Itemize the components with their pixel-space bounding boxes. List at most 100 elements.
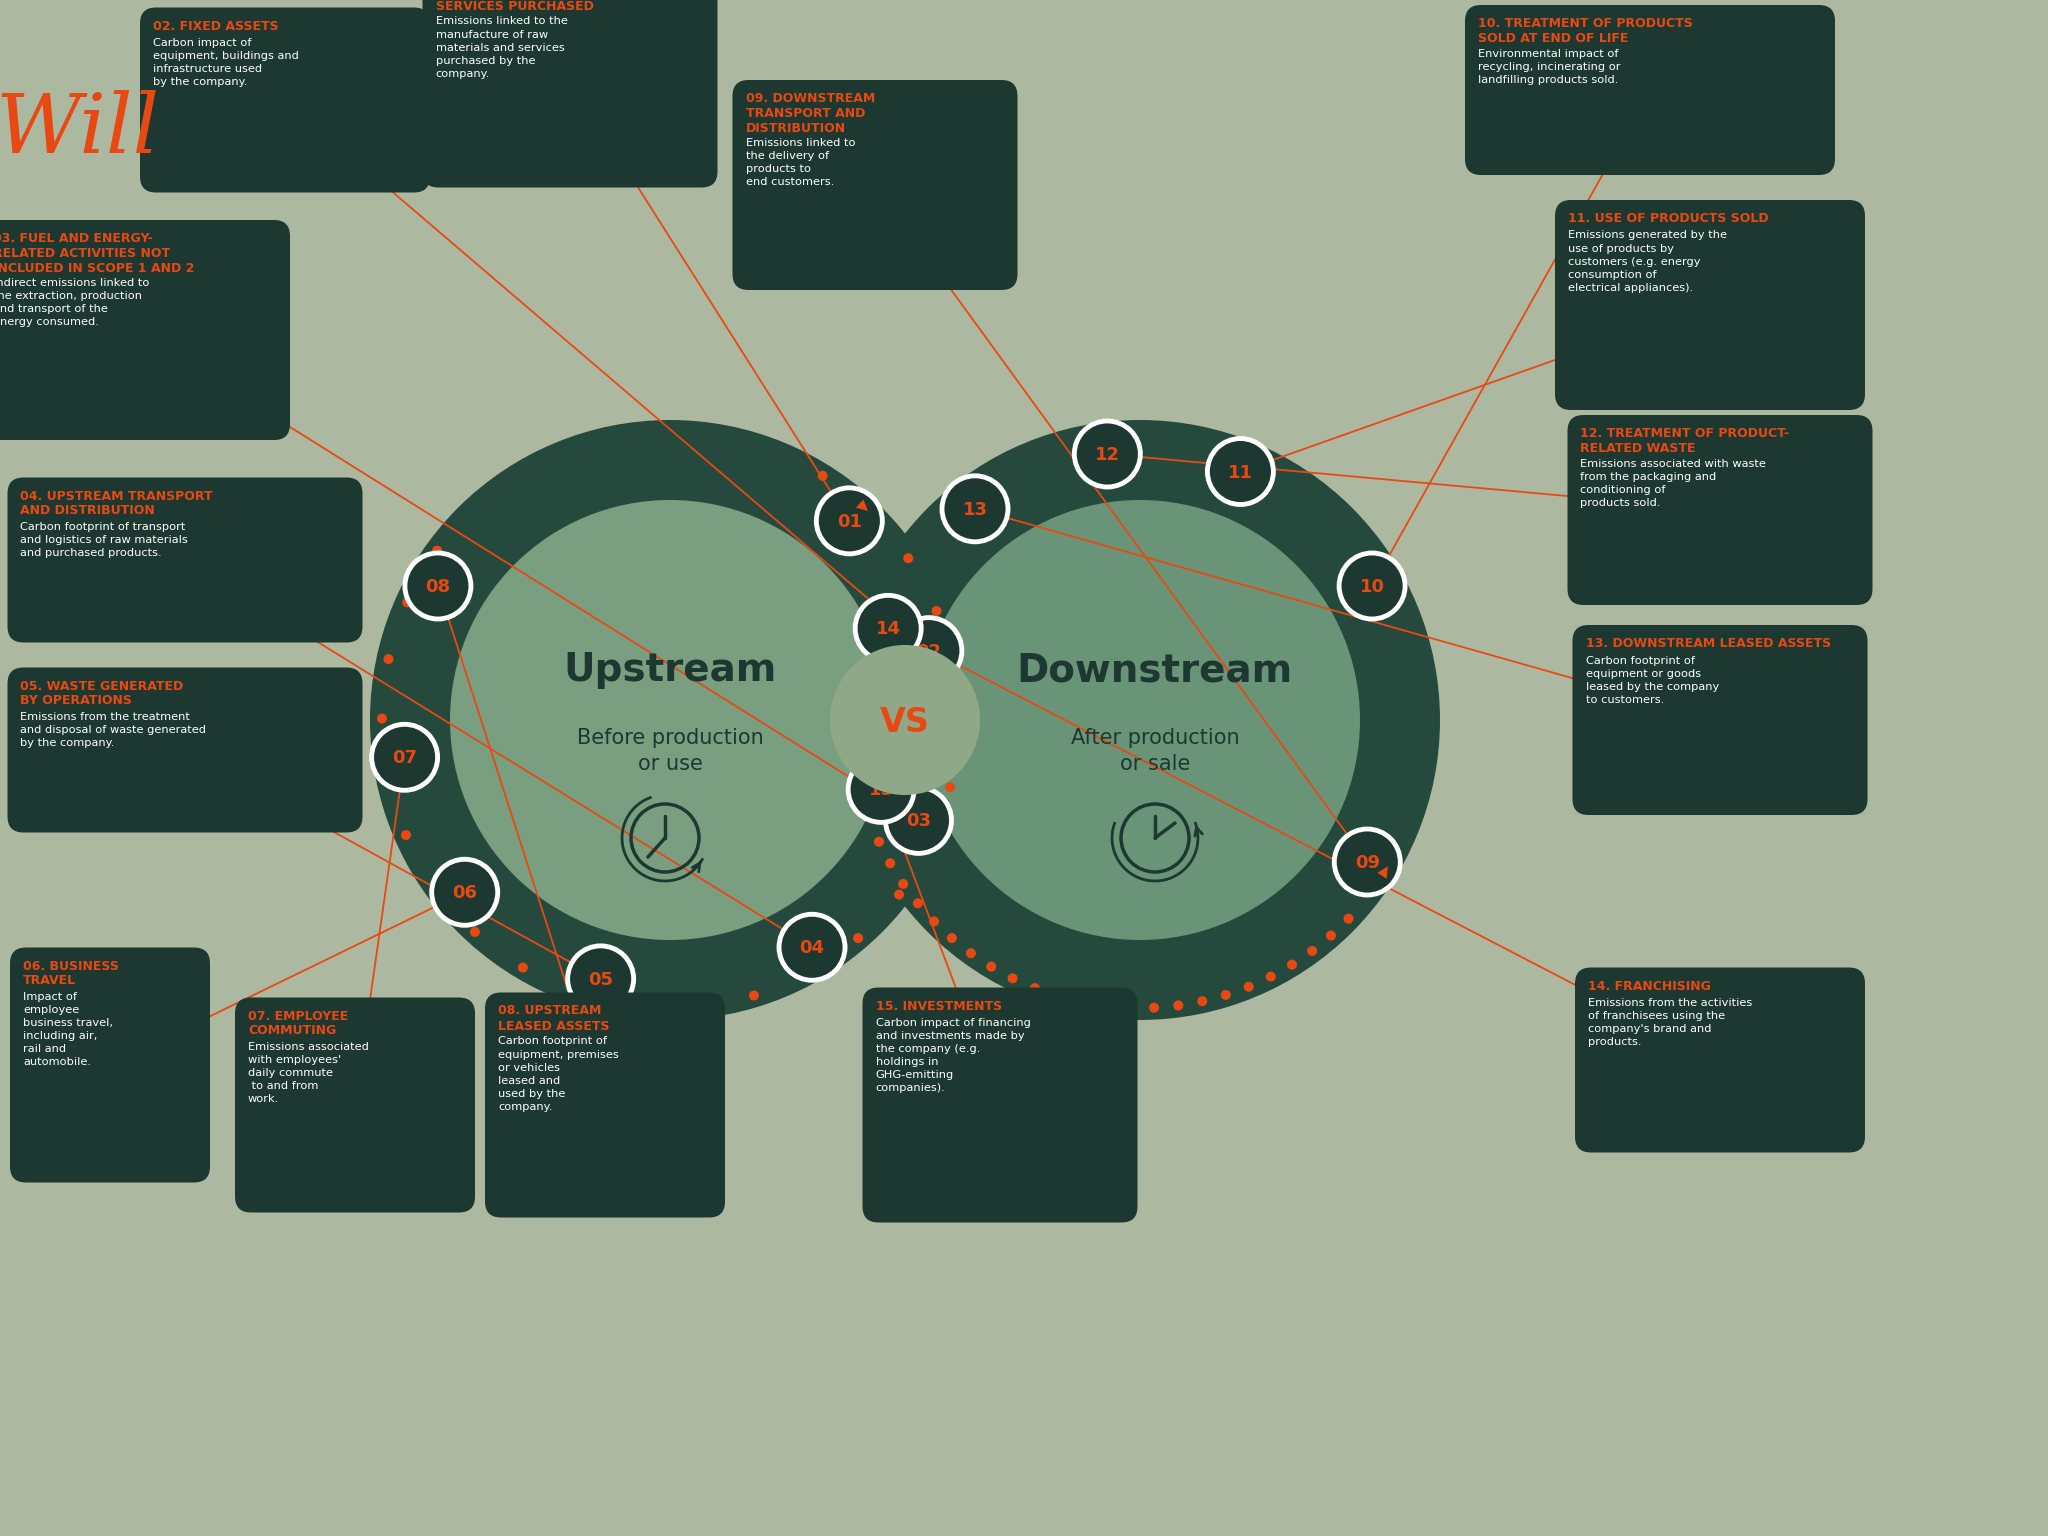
Circle shape: [942, 476, 1008, 542]
Text: VS: VS: [881, 707, 930, 739]
Circle shape: [840, 419, 1440, 1020]
Text: Impact of
employee
business travel,
including air,
rail and
automobile.: Impact of employee business travel, incl…: [23, 992, 113, 1066]
FancyBboxPatch shape: [1554, 200, 1866, 410]
FancyBboxPatch shape: [485, 992, 725, 1218]
Circle shape: [631, 1001, 641, 1011]
Circle shape: [967, 948, 977, 958]
Circle shape: [432, 545, 442, 556]
FancyBboxPatch shape: [0, 220, 291, 439]
Circle shape: [952, 723, 963, 733]
Circle shape: [1008, 974, 1018, 983]
Circle shape: [1149, 1003, 1159, 1012]
Circle shape: [903, 553, 913, 564]
Circle shape: [469, 926, 479, 937]
Text: 14. FRANCHISING: 14. FRANCHISING: [1587, 980, 1710, 992]
Text: Carbon footprint of
equipment or goods
leased by the company
to customers.: Carbon footprint of equipment or goods l…: [1585, 656, 1718, 705]
Circle shape: [1077, 997, 1085, 1008]
Circle shape: [432, 859, 498, 925]
Text: 10. TREATMENT OF PRODUCTS
SOLD AT END OF LIFE: 10. TREATMENT OF PRODUCTS SOLD AT END OF…: [1479, 17, 1694, 45]
Circle shape: [1221, 989, 1231, 1000]
Text: 14: 14: [877, 621, 901, 639]
Circle shape: [1339, 553, 1405, 619]
Text: 12: 12: [1096, 445, 1120, 464]
Text: 08. UPSTREAM
LEASED ASSETS: 08. UPSTREAM LEASED ASSETS: [498, 1005, 610, 1032]
Circle shape: [864, 507, 874, 518]
Text: 10: 10: [1360, 578, 1384, 596]
Circle shape: [805, 968, 813, 977]
Circle shape: [895, 889, 903, 900]
Text: 02: 02: [915, 642, 942, 660]
Text: Emissions from the treatment
and disposal of waste generated
by the company.: Emissions from the treatment and disposa…: [20, 711, 207, 748]
Text: Before production
or use: Before production or use: [578, 728, 764, 774]
Circle shape: [401, 829, 412, 840]
Circle shape: [1208, 438, 1274, 504]
Text: Carbon footprint of transport
and logistics of raw materials
and purchased produ: Carbon footprint of transport and logist…: [20, 522, 188, 558]
Text: Environmental impact of
recycling, incinerating or
landfilling products sold.: Environmental impact of recycling, incin…: [1479, 49, 1620, 84]
Circle shape: [567, 946, 633, 1012]
Circle shape: [948, 664, 958, 673]
Circle shape: [383, 773, 393, 783]
Text: 12. TREATMENT OF PRODUCT-
RELATED WASTE: 12. TREATMENT OF PRODUCT- RELATED WASTE: [1581, 427, 1790, 455]
FancyBboxPatch shape: [1573, 625, 1868, 816]
FancyBboxPatch shape: [8, 668, 362, 833]
Text: 02. FIXED ASSETS: 02. FIXED ASSETS: [154, 20, 279, 32]
FancyBboxPatch shape: [10, 948, 211, 1183]
Text: 11: 11: [1229, 464, 1253, 481]
Circle shape: [430, 882, 440, 892]
FancyBboxPatch shape: [8, 478, 362, 642]
Circle shape: [930, 917, 940, 926]
Circle shape: [371, 419, 971, 1020]
Text: 05: 05: [588, 971, 612, 989]
Circle shape: [848, 756, 913, 822]
Circle shape: [1075, 421, 1141, 487]
Text: Carbon impact of financing
and investments made by
the company (e.g.
holdings in: Carbon impact of financing and investmen…: [874, 1018, 1030, 1094]
Circle shape: [571, 988, 582, 998]
Circle shape: [932, 605, 942, 616]
Circle shape: [1343, 914, 1354, 923]
Circle shape: [920, 501, 1360, 940]
Circle shape: [874, 837, 885, 846]
FancyBboxPatch shape: [1575, 968, 1866, 1152]
Circle shape: [1198, 997, 1206, 1006]
Circle shape: [1053, 991, 1063, 1001]
Text: 11. USE OF PRODUCTS SOLD: 11. USE OF PRODUCTS SOLD: [1569, 212, 1769, 224]
FancyBboxPatch shape: [733, 80, 1018, 290]
Circle shape: [817, 470, 827, 481]
Text: Emissions associated with waste
from the packaging and
conditioning of
products : Emissions associated with waste from the…: [1581, 459, 1765, 508]
FancyBboxPatch shape: [862, 988, 1137, 1223]
Text: 06. BUSINESS
TRAVEL: 06. BUSINESS TRAVEL: [23, 960, 119, 988]
FancyBboxPatch shape: [1567, 415, 1872, 605]
Text: 15: 15: [868, 782, 893, 799]
Circle shape: [856, 596, 922, 662]
Circle shape: [750, 991, 760, 1000]
Text: 04. UPSTREAM TRANSPORT
AND DISTRIBUTION: 04. UPSTREAM TRANSPORT AND DISTRIBUTION: [20, 490, 213, 518]
FancyBboxPatch shape: [236, 997, 475, 1212]
Circle shape: [1286, 960, 1296, 969]
Text: 13. DOWNSTREAM LEASED ASSETS: 13. DOWNSTREAM LEASED ASSETS: [1585, 637, 1831, 650]
Text: After production
or sale: After production or sale: [1071, 728, 1239, 774]
Circle shape: [1124, 1003, 1135, 1012]
Text: Upstream: Upstream: [563, 651, 776, 690]
Text: 08: 08: [426, 578, 451, 596]
Circle shape: [1100, 1001, 1110, 1011]
Circle shape: [778, 914, 846, 980]
Circle shape: [1335, 829, 1401, 895]
Text: 01: 01: [838, 513, 862, 531]
Text: Emissions linked to
the delivery of
products to
end customers.: Emissions linked to the delivery of prod…: [745, 138, 854, 186]
Text: Carbon impact of
equipment, buildings and
infrastructure used
by the company.: Carbon impact of equipment, buildings an…: [154, 38, 299, 88]
Circle shape: [1325, 931, 1335, 940]
Text: 09: 09: [1356, 854, 1380, 872]
Circle shape: [817, 488, 883, 554]
Circle shape: [946, 932, 956, 943]
Circle shape: [383, 654, 393, 664]
Text: Carbon footprint of
equipment, premises
or vehicles
leased and
used by the
compa: Carbon footprint of equipment, premises …: [498, 1037, 618, 1112]
Text: 03: 03: [905, 813, 932, 831]
Circle shape: [913, 899, 924, 908]
Circle shape: [1174, 1000, 1184, 1011]
Text: Emissions associated
with employees'
daily commute
 to and from
work.: Emissions associated with employees' dai…: [248, 1041, 369, 1104]
Circle shape: [1030, 983, 1040, 994]
Circle shape: [854, 932, 862, 943]
Circle shape: [885, 859, 895, 868]
Text: Downstream: Downstream: [1018, 651, 1292, 690]
Text: Will: Will: [0, 91, 160, 170]
